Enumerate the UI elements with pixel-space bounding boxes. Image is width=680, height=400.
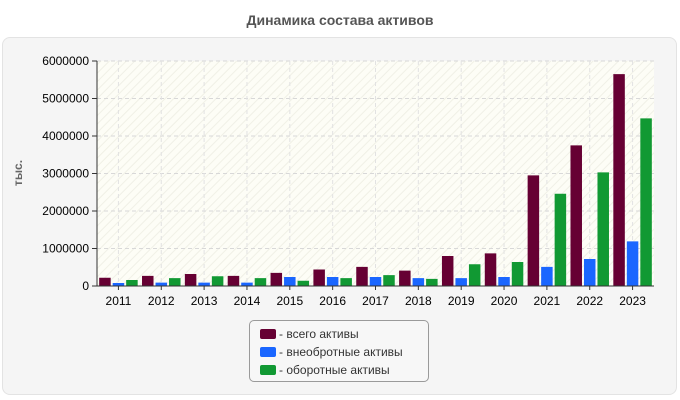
bar-2-2022 bbox=[597, 172, 609, 286]
legend-dash: - bbox=[279, 345, 287, 359]
x-tick-label: 2020 bbox=[491, 294, 518, 308]
y-tick-label: 3000000 bbox=[42, 167, 89, 181]
bar-1-2013 bbox=[198, 282, 210, 286]
x-tick-label: 2015 bbox=[276, 294, 303, 308]
bar-0-2023 bbox=[613, 74, 625, 286]
bar-0-2012 bbox=[142, 275, 154, 286]
bar-2-2017 bbox=[383, 275, 395, 286]
bar-1-2020 bbox=[498, 277, 510, 286]
axes: 0 1000000 2000000 3000000 4000000 5000000 6000… bbox=[42, 54, 654, 308]
bar-0-2013 bbox=[184, 274, 197, 286]
x-tick-label: 2019 bbox=[448, 294, 475, 308]
bar-1-2023 bbox=[626, 241, 639, 286]
legend-item-total: - всего активы bbox=[250, 325, 428, 343]
bar-1-2021 bbox=[541, 266, 553, 286]
bar-0-2020 bbox=[484, 253, 497, 286]
x-tick-label: 2022 bbox=[576, 294, 603, 308]
bar-2-2012 bbox=[169, 278, 181, 286]
bar-1-2017 bbox=[369, 277, 382, 286]
legend-label-noncurrent: внеобротные активы bbox=[286, 345, 403, 359]
legend-item-noncurrent: - внеобротные активы bbox=[250, 343, 428, 361]
bar-0-2014 bbox=[227, 275, 240, 286]
bar-1-2019 bbox=[455, 278, 467, 286]
bar-0-2017 bbox=[356, 266, 368, 286]
y-tick-label: 5000000 bbox=[42, 92, 89, 106]
x-tick-label: 2023 bbox=[619, 294, 646, 308]
bar-0-2018 bbox=[399, 270, 411, 286]
bar-1-2012 bbox=[155, 282, 168, 286]
bar-1-2015 bbox=[284, 277, 296, 286]
legend-swatch-current bbox=[260, 365, 276, 375]
bar-0-2019 bbox=[441, 256, 454, 286]
y-tick-label: 4000000 bbox=[42, 129, 89, 143]
legend-label-current: оборотные активы bbox=[286, 363, 390, 377]
legend-dash: - bbox=[279, 363, 287, 377]
chart-title: Динамика состава активов bbox=[246, 12, 434, 28]
bar-0-2022 bbox=[570, 145, 582, 286]
legend-label-total: всего активы bbox=[286, 327, 359, 341]
x-tick-label: 2017 bbox=[362, 294, 389, 308]
bar-2-2021 bbox=[554, 193, 567, 286]
bar-1-2011 bbox=[112, 283, 125, 286]
bar-2-2018 bbox=[426, 278, 438, 286]
x-tick-label: 2011 bbox=[106, 294, 132, 308]
y-tick-label: 2000000 bbox=[42, 204, 89, 218]
legend-item-current: - оборотные активы bbox=[250, 361, 428, 379]
bar-0-2015 bbox=[270, 272, 283, 286]
bar-2-2013 bbox=[211, 276, 224, 286]
bar-1-2016 bbox=[326, 277, 339, 286]
bar-1-2014 bbox=[241, 282, 253, 286]
bar-0-2016 bbox=[313, 269, 325, 286]
x-tick-label: 2014 bbox=[234, 294, 261, 308]
legend-swatch-noncurrent bbox=[260, 347, 276, 357]
bar-2-2023 bbox=[640, 118, 652, 286]
bar-2-2014 bbox=[254, 278, 267, 286]
x-tick-label: 2016 bbox=[319, 294, 346, 308]
bar-2-2011 bbox=[126, 280, 138, 286]
y-tick-label: 6000000 bbox=[42, 54, 89, 68]
bar-2-2015 bbox=[297, 280, 310, 286]
bar-2-2020 bbox=[511, 262, 524, 286]
y-axis-label: тыс. bbox=[11, 160, 25, 186]
legend: - всего активы - внеобротные активы - об… bbox=[249, 320, 429, 382]
y-tick-label: 0 bbox=[82, 279, 89, 293]
x-tick-label: 2018 bbox=[405, 294, 432, 308]
x-tick-label: 2012 bbox=[148, 294, 175, 308]
bars bbox=[99, 74, 652, 286]
bar-1-2018 bbox=[412, 278, 425, 286]
x-tick-label: 2013 bbox=[191, 294, 218, 308]
legend-dash: - bbox=[279, 327, 287, 341]
bar-0-2011 bbox=[99, 277, 111, 286]
x-tick-label: 2021 bbox=[534, 294, 561, 308]
bar-2-2016 bbox=[340, 278, 352, 286]
bar-2-2019 bbox=[468, 264, 481, 286]
y-tick-label: 1000000 bbox=[42, 242, 89, 256]
legend-swatch-total bbox=[260, 329, 276, 339]
bar-0-2021 bbox=[527, 175, 540, 286]
bar-1-2022 bbox=[583, 259, 596, 286]
